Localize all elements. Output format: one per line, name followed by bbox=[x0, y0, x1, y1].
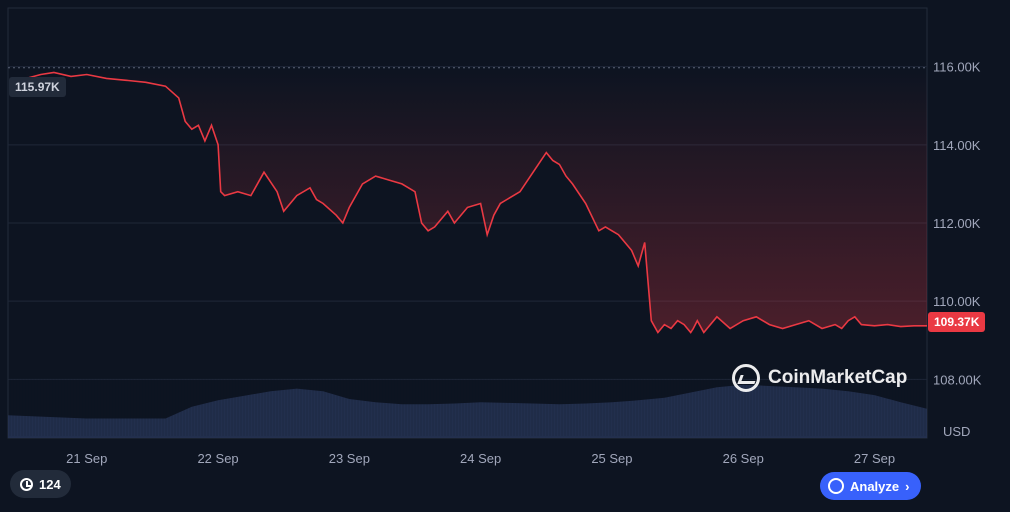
x-tick-label: 21 Sep bbox=[66, 451, 107, 466]
chevron-right-icon: › bbox=[905, 478, 910, 494]
y-tick-label: 110.00K bbox=[933, 294, 981, 309]
analyze-icon bbox=[828, 478, 844, 494]
x-tick-label: 22 Sep bbox=[197, 451, 238, 466]
current-price-tag: 109.37K bbox=[928, 312, 986, 332]
y-tick-label: 108.00K bbox=[933, 372, 982, 387]
x-tick-label: 25 Sep bbox=[591, 451, 632, 466]
watermark-text: CoinMarketCap bbox=[768, 367, 908, 388]
volume-bars bbox=[8, 378, 927, 438]
price-line bbox=[26, 71, 927, 334]
x-tick-label: 24 Sep bbox=[460, 451, 501, 466]
y-tick-label: 112.00K bbox=[933, 216, 981, 231]
coinmarketcap-watermark: CoinMarketCap bbox=[732, 364, 907, 392]
x-tick-label: 27 Sep bbox=[854, 451, 895, 466]
x-tick-label: 23 Sep bbox=[329, 451, 370, 466]
x-tick-label: 26 Sep bbox=[723, 451, 764, 466]
y-unit-label: USD bbox=[943, 424, 971, 439]
history-count: 124 bbox=[39, 476, 61, 492]
y-axis: 116.00K 114.00K 112.00K 110.00K 108.00K bbox=[933, 60, 982, 388]
volume-area bbox=[8, 384, 927, 438]
y-tick-label: 116.00K bbox=[933, 60, 981, 75]
x-axis: 21 Sep 22 Sep 23 Sep 24 Sep 25 Sep 26 Sep 27 S… bbox=[66, 451, 895, 466]
analyze-label: Analyze bbox=[850, 478, 900, 494]
history-icon bbox=[20, 477, 33, 491]
history-button[interactable]: 124 bbox=[10, 470, 71, 498]
y-tick-label: 114.00K bbox=[933, 138, 981, 153]
start-price-tag: 115.97K bbox=[9, 77, 66, 97]
coinmarketcap-logo-icon bbox=[732, 364, 760, 392]
analyze-button[interactable]: Analyze › bbox=[820, 472, 922, 500]
price-area bbox=[26, 67, 927, 333]
